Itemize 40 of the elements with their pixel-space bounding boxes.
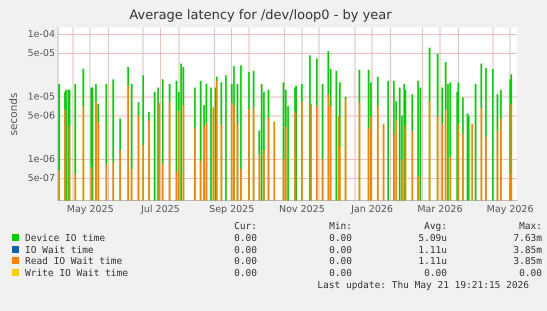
text: 0.00 [233, 268, 257, 280]
text: Avg: [423, 221, 447, 233]
text: Cur: [233, 221, 257, 233]
text: 0.00 [328, 268, 352, 280]
text: 3.85m [512, 244, 542, 256]
legend-label: IO Wait time [24, 244, 95, 256]
x-tick-label: May 2025 [66, 204, 114, 215]
text: Last update: Thu May 21 19:21:15 2026 [317, 280, 529, 291]
text: 0.00 [328, 244, 352, 256]
legend-label: Write IO Wait time [24, 268, 129, 280]
legend-label: Read IO Wait time [24, 256, 124, 268]
x-tick-label: Jan 2026 [350, 204, 393, 215]
text: 0.00 [328, 256, 352, 268]
chart-title: Average latency for /dev/loop0 - by year [129, 8, 392, 24]
y-axis-title: seconds [8, 92, 20, 136]
text: 5.09u [417, 232, 447, 245]
text: 0.00 [328, 232, 352, 245]
y-tick-label: 1e-04 [28, 29, 56, 40]
text: 1.11u [417, 244, 447, 256]
y-tick-label: 1e-06 [28, 154, 56, 166]
x-tick-label: Jul 2025 [140, 204, 180, 215]
text: 0.00 [423, 268, 447, 280]
text: 0.00 [233, 232, 257, 245]
text: 1.11u [417, 256, 447, 268]
x-tick-label: Sep 2025 [209, 204, 254, 215]
text: Max: [518, 221, 542, 233]
y-tick-label: 5e-07 [28, 172, 56, 184]
text: 7.63m [512, 232, 542, 245]
text: 3.85m [512, 256, 542, 268]
y-tick-label: 5e-06 [28, 110, 56, 122]
text: 0.00 [233, 244, 257, 256]
x-tick-label: May 2026 [486, 204, 534, 215]
y-tick-label: 5e-05 [28, 48, 56, 59]
text: Min: [328, 221, 352, 233]
text: 0.00 [233, 256, 257, 268]
legend-label: Device IO time [24, 232, 106, 245]
y-tick-label: 1e-05 [28, 92, 56, 103]
x-tick-label: Mar 2026 [417, 204, 462, 215]
x-tick-label: Nov 2025 [279, 204, 325, 215]
text: 0.00 [518, 268, 542, 280]
